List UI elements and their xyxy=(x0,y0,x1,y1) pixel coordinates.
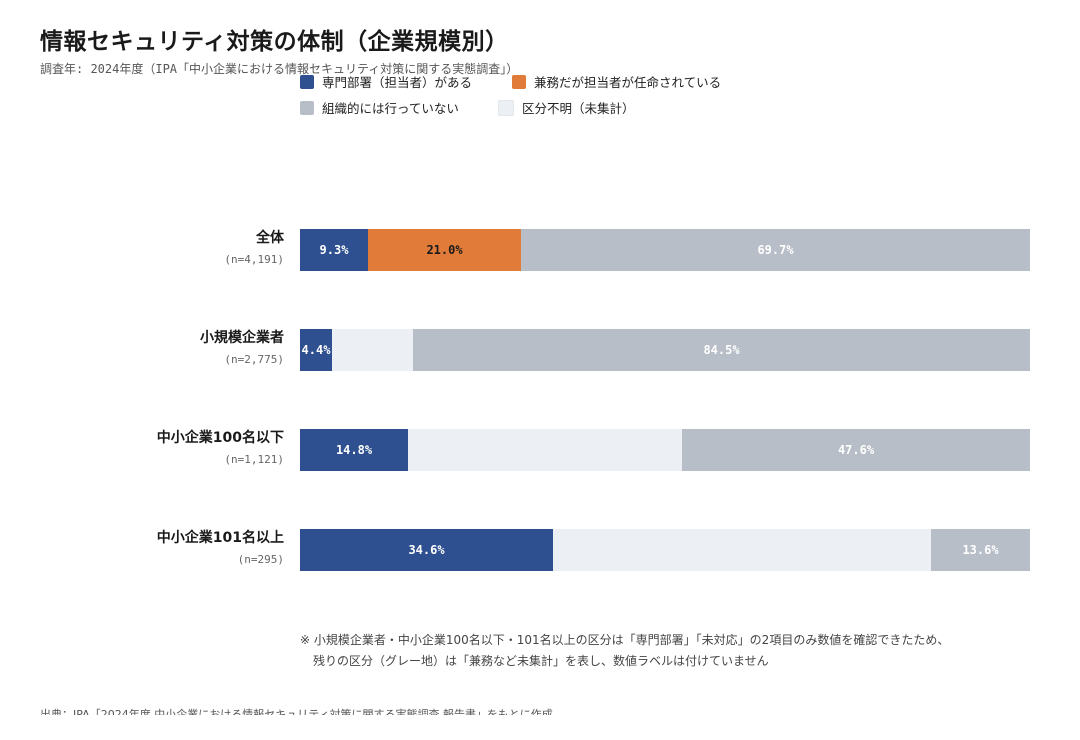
legend-label: 組織的には行っていない xyxy=(322,101,459,116)
legend-swatch xyxy=(300,100,314,115)
bar-segment-unknown xyxy=(332,329,413,371)
legend-swatch xyxy=(300,74,314,89)
bar-value-label: 47.6% xyxy=(837,443,875,457)
legend-item-none: 組織的には行っていない xyxy=(300,98,459,117)
bar-segment-none: 69.7% xyxy=(521,229,1030,271)
bar-segment-unknown xyxy=(408,429,682,471)
bar-segment-unknown xyxy=(553,529,931,571)
legend-label: 兼務だが担当者が任命されている xyxy=(534,75,722,90)
bar-value-label: 69.7% xyxy=(757,243,794,257)
bar-segment-dedicated: 4.4% xyxy=(300,329,332,371)
bar-segment-none: 47.6% xyxy=(682,429,1030,471)
chart-title: 情報セキュリティ対策の体制（企業規模別） xyxy=(40,29,509,55)
footnote-line-1: ※ 小規模企業者・中小企業100名以下・101名以上の区分は「専門部署」「未対応… xyxy=(300,633,950,647)
legend-label: 専門部署（担当者）がある xyxy=(322,75,473,90)
legend-item-unknown: 区分不明（未集計） xyxy=(498,98,635,117)
category-label: 中小企業101名以上 xyxy=(156,530,284,546)
bar-segment-dedicated: 9.3% xyxy=(300,229,368,271)
category-sample-size: (n=2,775) xyxy=(224,353,284,366)
legend-swatch xyxy=(498,99,514,116)
legend-label: 区分不明（未集計） xyxy=(522,101,635,116)
bar-value-label: 13.6% xyxy=(962,543,999,557)
chart-subtitle: 調査年: 2024年度（IPA「中小企業における情報セキュリティ対策に関する実態… xyxy=(40,62,519,76)
bar-value-label: 9.3% xyxy=(319,243,349,257)
bar-value-label: 4.4% xyxy=(301,343,331,357)
category-label: 中小企業100名以下 xyxy=(156,430,284,446)
bar-value-label: 14.8% xyxy=(335,443,373,457)
legend-item-concurrent: 兼務だが担当者が任命されている xyxy=(512,72,721,91)
bar-segment-concurrent: 21.0% xyxy=(368,229,521,271)
bar-segment-dedicated: 34.6% xyxy=(300,529,553,571)
legend-item-dedicated: 専門部署（担当者）がある xyxy=(300,72,472,91)
category-sample-size: (n=295) xyxy=(237,553,284,566)
source-text: 出典：IPA「2024年度 中小企業における情報セキュリティ対策に関する実態調査… xyxy=(40,708,553,715)
footnote: ※ 小規模企業者・中小企業100名以下・101名以上の区分は「専門部署」「未対応… xyxy=(300,630,949,672)
bar-segment-none: 13.6% xyxy=(931,529,1030,571)
bar-value-label: 84.5% xyxy=(703,343,740,357)
bar-segment-dedicated: 14.8% xyxy=(300,429,408,471)
category-sample-size: (n=1,121) xyxy=(224,453,284,466)
bar-segment-none: 84.5% xyxy=(413,329,1030,371)
category-label: 小規模企業者 xyxy=(200,330,284,346)
footnote-line-2: 残りの区分（グレー地）は「兼務など未集計」を表し、数値ラベルは付けていません xyxy=(313,654,769,668)
category-label: 全体 xyxy=(256,230,284,246)
category-sample-size: (n=4,191) xyxy=(224,253,284,266)
legend-swatch xyxy=(512,74,526,89)
bar-value-label: 34.6% xyxy=(408,543,445,557)
bar-value-label: 21.0% xyxy=(426,243,463,257)
